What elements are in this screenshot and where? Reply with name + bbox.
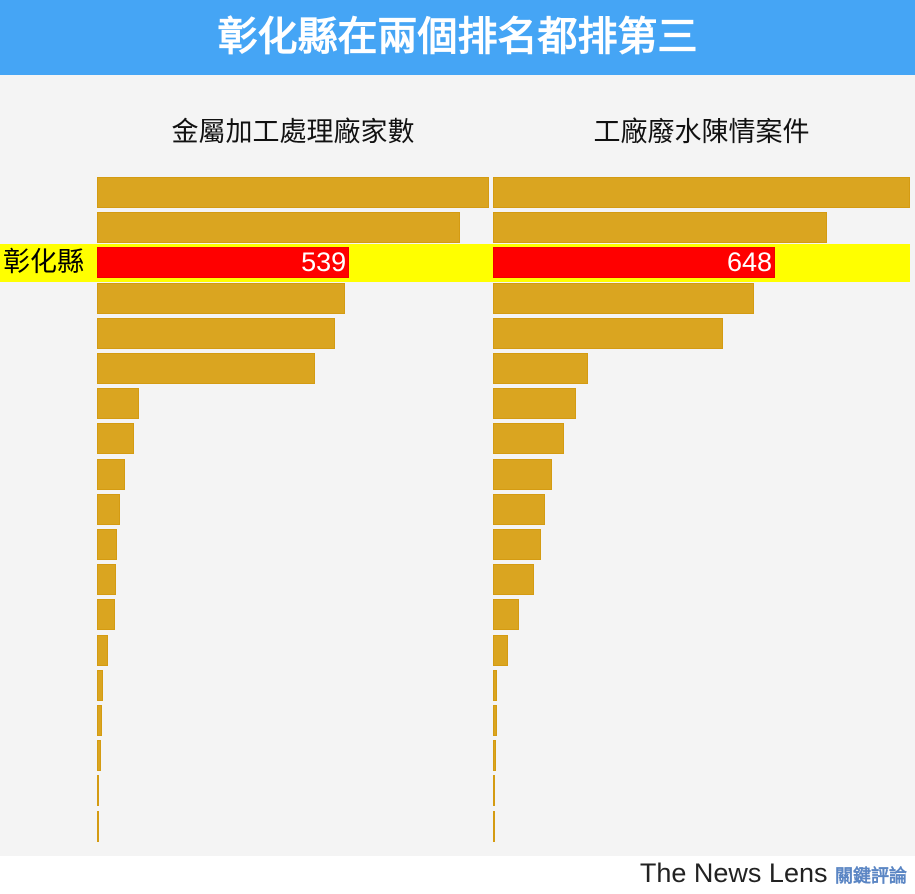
- brand: The News Lens: [639, 858, 828, 888]
- bar: [97, 247, 350, 279]
- bar: [493, 423, 564, 455]
- bar: [97, 705, 103, 736]
- bar: [493, 458, 553, 490]
- bar: [493, 177, 910, 208]
- bar: [493, 317, 724, 349]
- bar: [97, 212, 460, 244]
- bar: [493, 634, 508, 666]
- bar: [493, 247, 776, 279]
- bar: [493, 740, 497, 772]
- bar: [97, 564, 117, 596]
- brand-zh: 關鍵評論: [835, 866, 907, 886]
- headline-banner: 彰化縣在兩個排名都排第三: [0, 0, 915, 75]
- bar: [97, 353, 315, 384]
- bar: [97, 634, 109, 666]
- bar: [493, 388, 577, 420]
- bar: [97, 388, 140, 420]
- bar: [97, 599, 115, 631]
- bar: [493, 810, 495, 842]
- bar: [97, 177, 489, 208]
- bar: [97, 669, 104, 701]
- bar: [97, 529, 118, 560]
- footer-logo: The News Lens 關鍵評論: [640, 858, 907, 889]
- bar: [493, 775, 496, 807]
- bar: [493, 353, 588, 384]
- bar: [97, 740, 102, 772]
- bar: [493, 669, 497, 701]
- bar: [97, 493, 120, 525]
- bar: [493, 529, 541, 560]
- bar: [97, 775, 99, 807]
- bar: [493, 599, 520, 631]
- chart-title-left: 金屬加工處理廠家數: [171, 117, 415, 148]
- bar: [493, 705, 497, 736]
- bar: [97, 317, 336, 349]
- bar: [493, 564, 534, 596]
- bar: [97, 423, 134, 455]
- bar: [493, 212, 827, 244]
- chart-title-right: 工廠廢水陳情案件: [593, 117, 810, 148]
- bar: [493, 282, 755, 314]
- bar: [97, 458, 126, 490]
- headline: 彰化縣在兩個排名都排第三: [217, 14, 698, 60]
- bar-value-label: 539: [301, 247, 347, 278]
- bar: [493, 493, 545, 525]
- highlight-label: 彰化縣: [3, 247, 84, 278]
- bar: [97, 810, 99, 842]
- bar: [97, 282, 345, 314]
- bar-value-label: 648: [727, 247, 773, 278]
